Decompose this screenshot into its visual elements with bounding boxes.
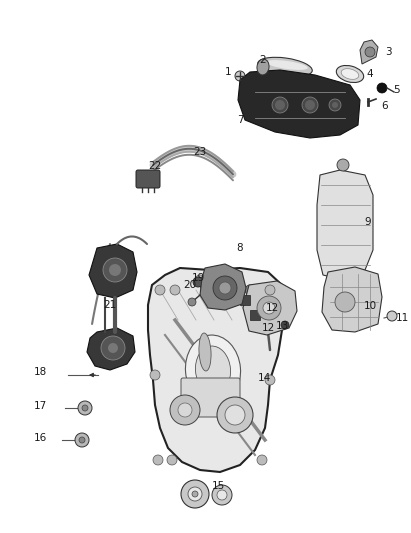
Circle shape — [170, 395, 200, 425]
Text: 17: 17 — [33, 401, 46, 411]
Polygon shape — [238, 70, 360, 138]
Ellipse shape — [258, 58, 312, 77]
Ellipse shape — [185, 335, 240, 405]
Circle shape — [78, 401, 92, 415]
Circle shape — [155, 285, 165, 295]
Circle shape — [150, 370, 160, 380]
Circle shape — [188, 298, 196, 306]
Circle shape — [337, 159, 349, 171]
Circle shape — [192, 491, 198, 497]
Circle shape — [257, 296, 281, 320]
Ellipse shape — [257, 59, 269, 75]
FancyBboxPatch shape — [136, 170, 160, 188]
Circle shape — [212, 485, 232, 505]
Bar — [240, 295, 250, 305]
Text: 5: 5 — [393, 85, 399, 95]
Circle shape — [302, 97, 318, 113]
Circle shape — [193, 277, 203, 287]
Ellipse shape — [199, 333, 211, 371]
Text: 2: 2 — [260, 55, 266, 65]
Circle shape — [281, 321, 289, 329]
Circle shape — [265, 285, 275, 295]
Text: 12: 12 — [266, 303, 279, 313]
Bar — [250, 310, 260, 320]
Polygon shape — [243, 281, 297, 335]
Circle shape — [265, 375, 275, 385]
Circle shape — [263, 302, 275, 314]
Circle shape — [167, 455, 177, 465]
Circle shape — [170, 285, 180, 295]
Text: 7: 7 — [237, 115, 243, 125]
Polygon shape — [148, 268, 285, 472]
Circle shape — [275, 100, 285, 110]
Circle shape — [305, 100, 315, 110]
Text: 3: 3 — [385, 47, 391, 57]
Circle shape — [101, 336, 125, 360]
Text: 8: 8 — [237, 243, 243, 253]
Circle shape — [272, 97, 288, 113]
Circle shape — [230, 275, 240, 285]
Text: 4: 4 — [367, 69, 373, 79]
Circle shape — [75, 433, 89, 447]
Circle shape — [188, 487, 202, 501]
Circle shape — [257, 455, 267, 465]
Text: 16: 16 — [33, 433, 46, 443]
Ellipse shape — [196, 346, 231, 394]
Polygon shape — [89, 244, 137, 298]
Circle shape — [108, 343, 118, 353]
Text: 15: 15 — [211, 481, 225, 491]
Text: 1: 1 — [225, 67, 231, 77]
Polygon shape — [360, 40, 378, 64]
Circle shape — [178, 403, 192, 417]
Polygon shape — [317, 170, 373, 280]
Text: 14: 14 — [257, 373, 270, 383]
Polygon shape — [200, 264, 246, 310]
Polygon shape — [87, 328, 135, 370]
Polygon shape — [322, 267, 382, 332]
Circle shape — [195, 275, 205, 285]
FancyBboxPatch shape — [181, 378, 240, 417]
Text: 10: 10 — [363, 301, 376, 311]
Ellipse shape — [336, 66, 364, 83]
Text: 12: 12 — [261, 323, 275, 333]
Ellipse shape — [266, 60, 308, 70]
Circle shape — [332, 102, 338, 108]
Text: 20: 20 — [183, 280, 196, 290]
Text: 19: 19 — [192, 273, 205, 283]
Circle shape — [181, 480, 209, 508]
Circle shape — [335, 292, 355, 312]
Text: 11: 11 — [395, 313, 409, 323]
Circle shape — [235, 71, 245, 81]
Text: 21: 21 — [104, 300, 117, 310]
Text: 18: 18 — [33, 367, 46, 377]
Text: 22: 22 — [148, 161, 162, 171]
Text: 13: 13 — [275, 321, 289, 331]
Circle shape — [103, 258, 127, 282]
Circle shape — [153, 455, 163, 465]
Circle shape — [79, 437, 85, 443]
Text: 9: 9 — [365, 217, 371, 227]
Circle shape — [217, 397, 253, 433]
Circle shape — [219, 282, 231, 294]
Circle shape — [365, 47, 375, 57]
Circle shape — [329, 99, 341, 111]
Circle shape — [109, 264, 121, 276]
Circle shape — [82, 405, 88, 411]
Bar — [220, 295, 230, 305]
Circle shape — [387, 311, 397, 321]
Circle shape — [213, 276, 237, 300]
Circle shape — [225, 405, 245, 425]
Text: 23: 23 — [193, 147, 207, 157]
Text: 6: 6 — [382, 101, 388, 111]
Circle shape — [245, 285, 255, 295]
Circle shape — [377, 83, 387, 93]
Circle shape — [217, 490, 227, 500]
Ellipse shape — [341, 69, 359, 79]
